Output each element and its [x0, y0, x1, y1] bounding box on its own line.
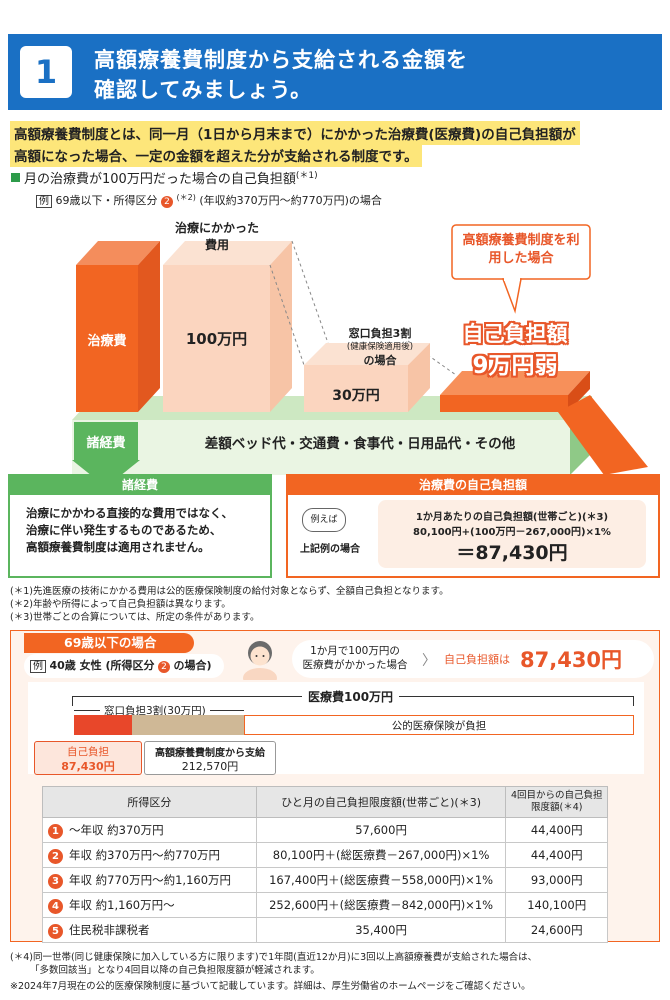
paid-tag-label: 高額療養費制度から支給: [155, 748, 265, 759]
table-row: 3 年収 約770万円～約1,160万円 167,400円＋(総医療費－558,0…: [42, 867, 608, 893]
misc-box-line2: 治療に伴い発生するものであるため、: [26, 523, 222, 537]
note-3: (＊3)世帯ごとの合算については、所定の条件があります。: [10, 612, 260, 623]
section-number: 1: [20, 46, 72, 98]
intro-line1: 高額療養費制度とは、同一月（1日から月末まで）にかかった治療費(医療費)の自己負…: [10, 121, 580, 145]
paid-bar: [132, 715, 244, 735]
example-tag: 例: [36, 195, 52, 208]
self-pay-label: 自己負担額: [462, 322, 568, 346]
chevron-right-icon: 〉: [422, 653, 436, 669]
calc-formula: 80,100円+(100万円－267,000円)×1%: [413, 527, 611, 538]
table-row: 1 ～年収 約370万円 57,600円 44,400円: [42, 817, 608, 843]
paid-tag-value: 212,570円: [181, 760, 239, 773]
section-title-line2: 確認してみましょう。: [94, 78, 313, 102]
table-header-row: 所得区分 ひと月の自己負担限度額(世帯ごと)(＊3) 4回目からの自己負担限度額…: [42, 786, 608, 818]
misc-label: 諸経費: [86, 436, 126, 451]
calc-panel: [378, 500, 646, 568]
treatment-box-title: 治療費の自己負担額: [288, 476, 658, 495]
result-label: 自己負担額は: [444, 653, 510, 666]
example-case: 上記例の場合: [300, 544, 360, 555]
note-4-line1: (＊4)同一世帯(同じ健康保険に加入している方に限ります)で1年間(直近12か月…: [10, 952, 538, 963]
paid-tag: [144, 741, 276, 775]
misc-items: 差額ベッド代・交通費・食事代・日用品代・その他: [204, 436, 516, 452]
callout-line1: 1か月で100万円の: [310, 645, 400, 657]
result-value: 87,430円: [520, 648, 623, 672]
income-category-table: 所得区分 ひと月の自己負担限度額(世帯ごと)(＊3) 4回目からの自己負担限度額…: [42, 786, 608, 943]
table-row: 5 住民税非課税者 35,400円 24,600円: [42, 917, 608, 943]
section-title-line1: 高額療養費制度から支給される金額を: [94, 48, 468, 72]
system-label: 高額療養費制度を利用した場合: [462, 233, 580, 266]
treatment-box: 治療費の自己負担額: [286, 474, 660, 578]
window-label-1: 窓口負担3割: [348, 327, 412, 340]
note-2: (＊2)年齢や所得によって自己負担額は異なります。: [10, 599, 231, 610]
window-value: 30万円: [332, 388, 380, 404]
example-bubble: 例えば: [302, 508, 346, 532]
section-header: [8, 34, 662, 110]
window-label-3: の場合: [363, 354, 397, 367]
window-share-label: 窓口負担3割(30万円): [100, 703, 210, 718]
table-row: 2 年収 約370万円～約770万円 80,100円＋(総医療費－267,000円…: [42, 842, 608, 868]
treatment-label: 治療費: [87, 334, 127, 349]
woman-avatar-icon: [243, 641, 277, 680]
self-pay-value: 9万円弱: [472, 353, 558, 379]
heading-square-icon: [11, 173, 20, 182]
medical-total-label: 医療費100万円: [302, 688, 400, 705]
misc-box-line1: 治療にかかわる直接的な費用ではなく、: [26, 506, 233, 520]
self-pay-tag: [34, 741, 142, 775]
self-pay-bar: [74, 715, 132, 735]
note-5: ※2024年7月現在の公的医療保険制度に基づいて記載しています。詳細は、厚生労働…: [10, 981, 531, 992]
intro-line2: 高額になった場合、一定の金額を超えた分が支給される制度です。: [10, 143, 422, 167]
window-label-2: (健康保険適用後): [346, 342, 414, 352]
note-4-line2: 「多数回該当」となり4回目以降の自己負担限度額が軽減されます。: [30, 965, 320, 976]
public-bar: [244, 715, 634, 735]
calc-title: 1か月あたりの自己負担額(世帯ごと)(＊3): [415, 512, 609, 523]
category-2-badge: 2: [161, 196, 173, 208]
case-tab: 69歳以下の場合: [24, 633, 194, 653]
misc-box-line3: 高額療養費制度は適用されません。: [26, 540, 210, 554]
misc-box-title: 諸経費: [10, 476, 270, 495]
case-example: 例 40歳 女性 (所得区分 2 の場合): [24, 654, 224, 678]
table-row: 4 年収 約1,160万円～ 252,600円＋(総医療費－842,000円)×1…: [42, 892, 608, 918]
self-pay-tag-value: 87,430円: [61, 760, 115, 773]
bracket-left: [72, 696, 73, 706]
chart-heading: 月の治療費が100万円だった場合の自己負担額(＊1): [24, 171, 318, 187]
header-category: 所得区分: [42, 786, 257, 818]
example-line: 例 69歳以下・所得区分 2 (＊2) (年収約370万円～約770万円)の場合: [36, 192, 382, 208]
category-2-badge: 2: [158, 661, 170, 673]
header-limit: ひと月の自己負担限度額(世帯ごと)(＊3): [255, 786, 507, 818]
cost-breakdown-diagram: [72, 224, 648, 475]
public-label: 公的医療保険が負担: [391, 720, 487, 732]
calc-result: ＝87,430円: [456, 542, 568, 564]
self-pay-tag-label: 自己負担: [67, 746, 109, 758]
misc-box: 諸経費 治療にかかわる直接的な費用ではなく、 治療に伴い発生するものであるため、…: [8, 474, 272, 578]
result-callout: [292, 640, 654, 678]
bracket-right: [633, 696, 634, 706]
cost-label: 治療にかかった費用: [174, 221, 259, 252]
callout-line2: 医療費がかかった場合: [302, 659, 408, 671]
note-1: (＊1)先進医療の技術にかかる費用は公的医療保険制度の給付対象とならず、全額自己…: [10, 586, 449, 597]
cost-value: 100万円: [185, 330, 248, 348]
header-limit4: 4回目からの自己負担限度額(＊4): [505, 786, 608, 818]
